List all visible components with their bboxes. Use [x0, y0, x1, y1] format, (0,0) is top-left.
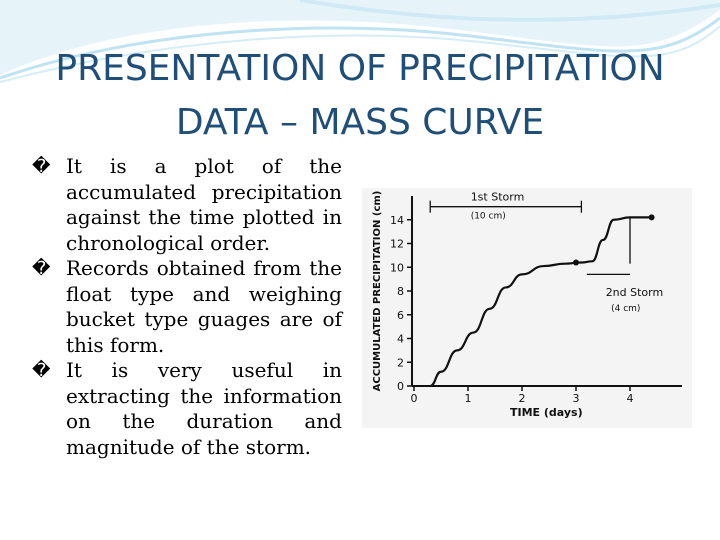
x-tick-label: 1: [465, 392, 472, 405]
bullet-item: � It is very useful in extracting the in…: [32, 358, 342, 460]
header-wave-decoration: [0, 0, 720, 83]
x-tick-label: 0: [411, 392, 418, 405]
y-tick-label: 6: [397, 309, 404, 322]
curve-point: [573, 259, 579, 266]
figure-background: [362, 188, 692, 428]
bullet-list: � It is a plot of the accumulated precip…: [32, 154, 342, 460]
y-tick-label: 12: [390, 238, 404, 251]
bullet-glyph: �: [32, 360, 51, 381]
y-tick-label: 10: [390, 261, 404, 274]
bullet-item: � It is a plot of the accumulated precip…: [32, 154, 342, 256]
slide-title-line-1: PRESENTATION OF PRECIPITATION: [55, 48, 665, 89]
x-tick-label: 2: [519, 392, 526, 405]
x-tick-label: 4: [627, 392, 634, 405]
y-tick-label: 0: [397, 380, 404, 393]
x-axis-label: TIME (days): [510, 406, 583, 419]
y-tick-label: 2: [397, 356, 404, 369]
y-axis-label: ACCUMULATED PRECIPITATION (cm): [372, 191, 383, 392]
storm-1-label: 1st Storm: [471, 191, 525, 204]
x-tick-label: 3: [573, 392, 580, 405]
y-tick-label: 4: [397, 333, 404, 346]
bullet-item: � Records obtained from the float type a…: [32, 256, 342, 358]
bullet-text: Records obtained from the float type and…: [66, 256, 342, 357]
y-tick-label: 8: [397, 285, 404, 298]
y-tick-label: 14: [390, 214, 404, 227]
slide-title-line-2: DATA – MASS CURVE: [175, 102, 545, 143]
curve-point: [648, 214, 655, 221]
storm-1-amount: (10 cm): [471, 212, 506, 222]
bullet-glyph: �: [32, 156, 51, 177]
bullet-text: It is a plot of the accumulated precipit…: [66, 154, 342, 255]
storm-2-label: 2nd Storm: [606, 286, 664, 299]
slide-title: PRESENTATION OF PRECIPITATION DATA – MAS…: [20, 42, 700, 150]
bullet-glyph: �: [32, 258, 51, 279]
storm-2-amount: (4 cm): [611, 304, 640, 314]
mass-curve-line: [429, 216, 652, 388]
bullet-text: It is very useful in extracting the info…: [66, 358, 342, 459]
